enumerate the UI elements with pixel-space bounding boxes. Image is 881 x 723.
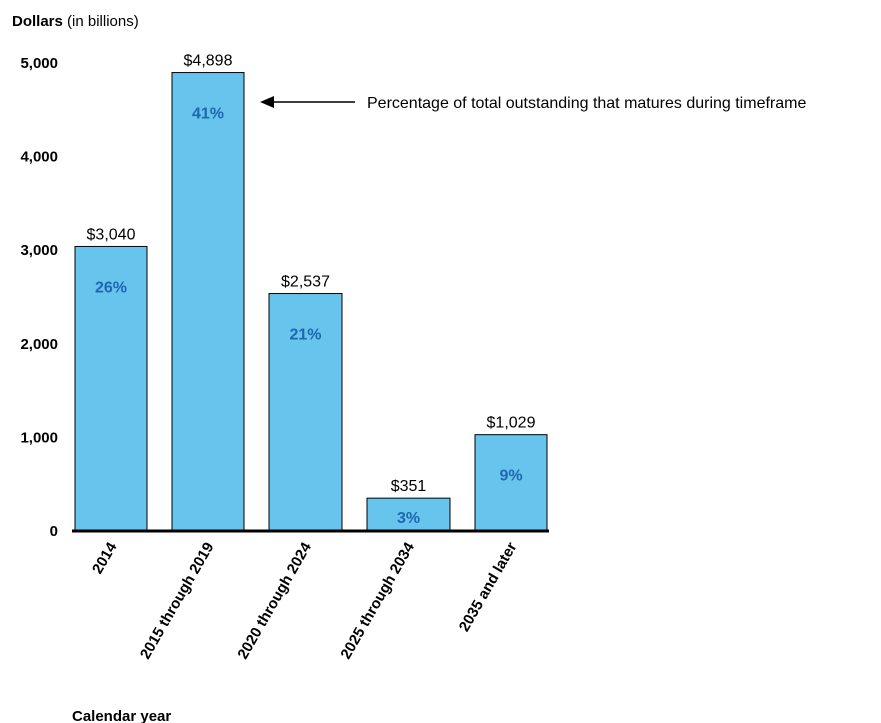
y-axis-ticks: 0 1,000 2,000 3,000 4,000 5,000 — [20, 55, 58, 540]
y-axis-title-units: (in billions) — [63, 13, 139, 30]
annotation-text: Percentage of total outstanding that mat… — [367, 95, 806, 112]
bar-value-label: $351 — [391, 478, 427, 495]
y-tick-label: 0 — [50, 523, 58, 540]
x-tick-label: 2015 through 2019 — [137, 540, 218, 663]
bar-percent-label: 3% — [397, 510, 420, 527]
bar-value-label: $4,898 — [184, 53, 233, 70]
bar-percent-label: 21% — [289, 327, 321, 344]
bar — [74, 245, 148, 532]
x-axis-title: Calendar year — [72, 708, 171, 723]
bar-value-label: $2,537 — [281, 274, 330, 291]
y-axis-title-bold: Dollars — [12, 13, 63, 30]
y-tick-label: 1,000 — [20, 429, 58, 446]
annotation: Percentage of total outstanding that mat… — [260, 95, 806, 112]
x-tick-label: 2014 — [89, 539, 121, 577]
x-tick-label: 2025 through 2034 — [337, 539, 418, 662]
bar — [268, 293, 343, 532]
bar — [474, 434, 548, 532]
x-axis-ticks: 2014 2015 through 2019 2020 through 2024 20… — [89, 539, 520, 662]
bar-percent-label: 9% — [499, 468, 522, 485]
annotation-arrow-head — [260, 96, 274, 108]
bar-value-label: $1,029 — [487, 415, 536, 432]
y-tick-label: 2,000 — [20, 336, 58, 353]
y-tick-label: 3,000 — [20, 242, 58, 259]
bar-value-label: $3,040 — [87, 226, 136, 243]
bar — [366, 497, 451, 532]
bars: $3,040 26% $4,898 41% $2,537 21% $351 3% $1,029 9… — [74, 53, 548, 532]
bar-percent-label: 26% — [95, 279, 127, 296]
bar-percent-label: 41% — [192, 106, 224, 123]
y-tick-label: 5,000 — [20, 55, 58, 72]
bar — [171, 72, 245, 532]
x-tick-label: 2035 and later — [456, 539, 521, 634]
y-tick-label: 4,000 — [20, 149, 58, 166]
y-axis-title: Dollars (in billions) — [12, 13, 139, 30]
x-tick-label: 2020 through 2024 — [234, 539, 315, 662]
